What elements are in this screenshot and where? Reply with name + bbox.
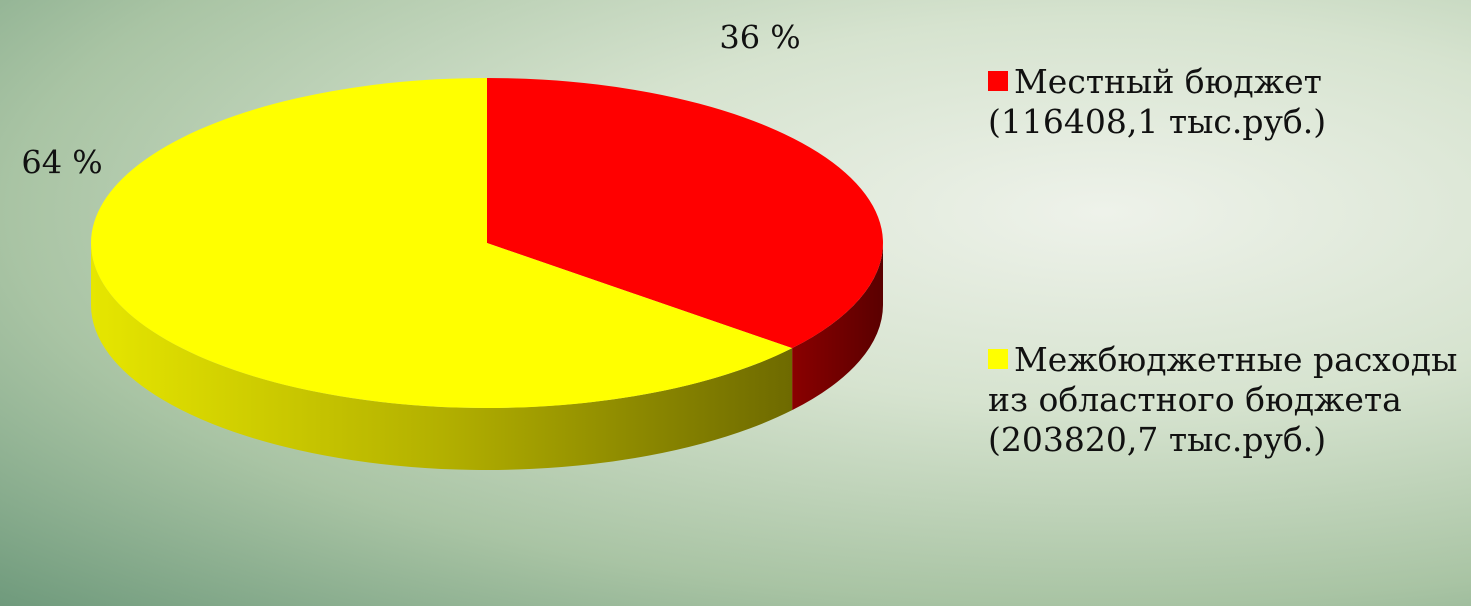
legend-swatch — [988, 349, 1008, 369]
data-label: 36 % — [719, 19, 800, 57]
legend-swatch — [988, 71, 1008, 91]
page: 36 %64 % (() => { const data = JSON.pars… — [0, 0, 1471, 606]
legend-label: Межбюджетные расходы из областного бюдже… — [988, 340, 1457, 459]
legend-entry: Местный бюджет (116408,1 тыс.руб.) — [988, 62, 1466, 142]
legend-label: Местный бюджет (116408,1 тыс.руб.) — [988, 62, 1326, 141]
legend-entry: Межбюджетные расходы из областного бюдже… — [988, 340, 1466, 460]
data-label: 64 % — [21, 144, 102, 182]
